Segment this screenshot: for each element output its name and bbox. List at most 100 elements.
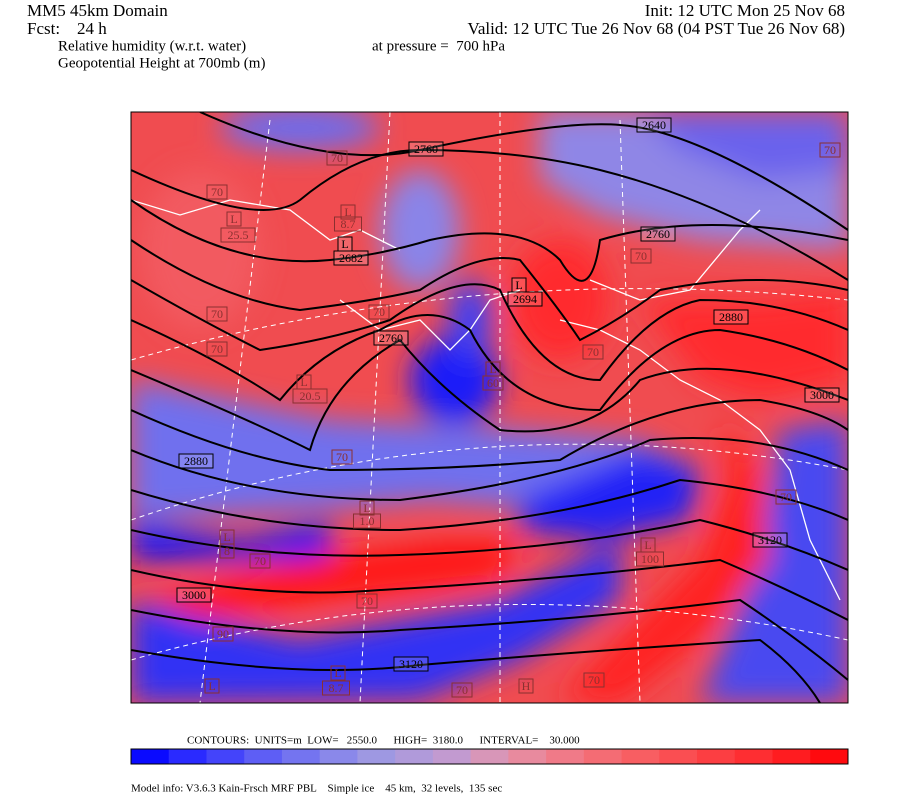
label-box — [583, 672, 605, 688]
forecast-hour: Fcst: 24 h — [27, 19, 107, 38]
label-box — [206, 306, 228, 322]
model-info: Model info: V3.6.3 Kain-Frsch MRF PBL Si… — [131, 783, 502, 795]
humidity-label: 70 — [373, 305, 385, 319]
height-label: 2760 — [379, 331, 403, 345]
height-label: 2682 — [339, 251, 363, 265]
humidity-label: 70 — [211, 307, 223, 321]
label-box — [204, 678, 220, 694]
humidity-label: L — [230, 212, 237, 226]
label-box — [322, 680, 350, 696]
field-name-2: Geopotential Height at 700mb (m) — [58, 55, 265, 71]
humidity-label: 8 — [224, 544, 230, 558]
humidity-label: L — [644, 538, 651, 552]
height-label: 3000 — [182, 588, 206, 602]
height-label: 2694 — [513, 292, 537, 306]
label-box — [713, 309, 749, 325]
humidity-label: L — [489, 362, 496, 376]
label-box — [640, 226, 676, 242]
label-box — [176, 587, 212, 603]
colorbar-swatch — [281, 749, 321, 764]
label-box — [220, 227, 256, 243]
map-frame — [130, 111, 849, 704]
colorbar-swatch — [810, 749, 849, 764]
pressure-level: at pressure = 700 hPa — [372, 38, 505, 54]
height-label: 3000 — [810, 388, 834, 402]
contour-info: CONTOURS: UNITS=m LOW= 2550.0 HIGH= 3180… — [187, 735, 580, 747]
label-box — [368, 304, 390, 320]
label-box — [353, 513, 381, 529]
humidity-label: 70 — [588, 673, 600, 687]
label-box — [482, 375, 504, 391]
label-box — [340, 204, 356, 220]
humidity-label: 70 — [456, 683, 468, 697]
label-box — [206, 184, 228, 200]
humidity-label: 20.5 — [300, 389, 321, 403]
colorbar-swatch — [319, 749, 358, 764]
field-name: Relative humidity (w.r.t. water) — [58, 38, 246, 54]
label-box — [212, 626, 234, 642]
colorbar-swatch — [621, 749, 660, 764]
humidity-label: 70 — [824, 143, 836, 157]
colorbar-swatch — [168, 749, 207, 764]
colorbar-frame — [130, 748, 849, 765]
label-box — [330, 665, 346, 681]
humidity-label: 1.0 — [360, 514, 375, 528]
humidity-label: 70 — [635, 249, 647, 263]
colorbar-swatch — [697, 749, 736, 764]
humidity-label: 70 — [254, 554, 266, 568]
label-box — [752, 532, 788, 548]
init-time: Init: 12 UTC Mon 25 Nov 68 — [645, 1, 845, 20]
label-box — [226, 211, 242, 227]
humidity-label: L — [208, 679, 215, 693]
humidity-label: H — [522, 679, 531, 693]
label-box — [373, 330, 409, 346]
height-label: 2880 — [184, 454, 208, 468]
humidity-label: 70 — [361, 594, 373, 608]
colorbar-swatch — [583, 749, 623, 764]
label-box — [334, 216, 362, 232]
label-box — [408, 141, 444, 157]
height-label: L — [341, 237, 348, 251]
label-box — [178, 453, 214, 469]
label-box — [292, 388, 328, 404]
height-label: 2760 — [414, 142, 438, 156]
label-box — [206, 341, 228, 357]
humidity-label: 70 — [587, 345, 599, 359]
colorbar-swatch — [244, 749, 283, 764]
humidity-label: 90 — [217, 627, 229, 641]
humidity-label: 70 — [780, 490, 792, 504]
label-box — [582, 344, 604, 360]
humidity-label: 70 — [331, 151, 343, 165]
colorbar-swatch — [659, 749, 698, 764]
height-label: 3120 — [758, 533, 782, 547]
height-contours — [131, 112, 848, 703]
label-box — [331, 449, 353, 465]
label-box — [819, 142, 841, 158]
valid-time: Valid: 12 UTC Tue 26 Nov 68 (04 PST Tue … — [467, 19, 845, 38]
humidity-label: 70 — [211, 342, 223, 356]
humidity-label: L — [344, 205, 351, 219]
humidity-label: 70 — [336, 450, 348, 464]
label-box — [636, 551, 664, 567]
colorbar-swatch — [357, 749, 396, 764]
map: 26402760707070L25.5L8.7L2682276070L26947… — [131, 112, 848, 703]
label-box — [356, 593, 378, 609]
title: MM5 45km Domain — [27, 1, 168, 20]
colorbar-swatch — [432, 749, 472, 764]
label-box — [393, 656, 429, 672]
label-box — [775, 489, 797, 505]
height-label: 2760 — [646, 227, 670, 241]
humidity-label: L — [300, 375, 307, 389]
label-box — [518, 678, 534, 694]
height-label: 3120 — [399, 657, 423, 671]
height-label: 2880 — [719, 310, 743, 324]
label-box — [507, 291, 543, 307]
height-label: L — [515, 278, 522, 292]
colorbar-swatch — [508, 749, 547, 764]
humidity-label: 70 — [211, 185, 223, 199]
label-box — [804, 387, 840, 403]
colorbar-swatch — [206, 749, 245, 764]
colorbar-swatch — [470, 749, 509, 764]
humidity-label: L — [334, 666, 341, 680]
